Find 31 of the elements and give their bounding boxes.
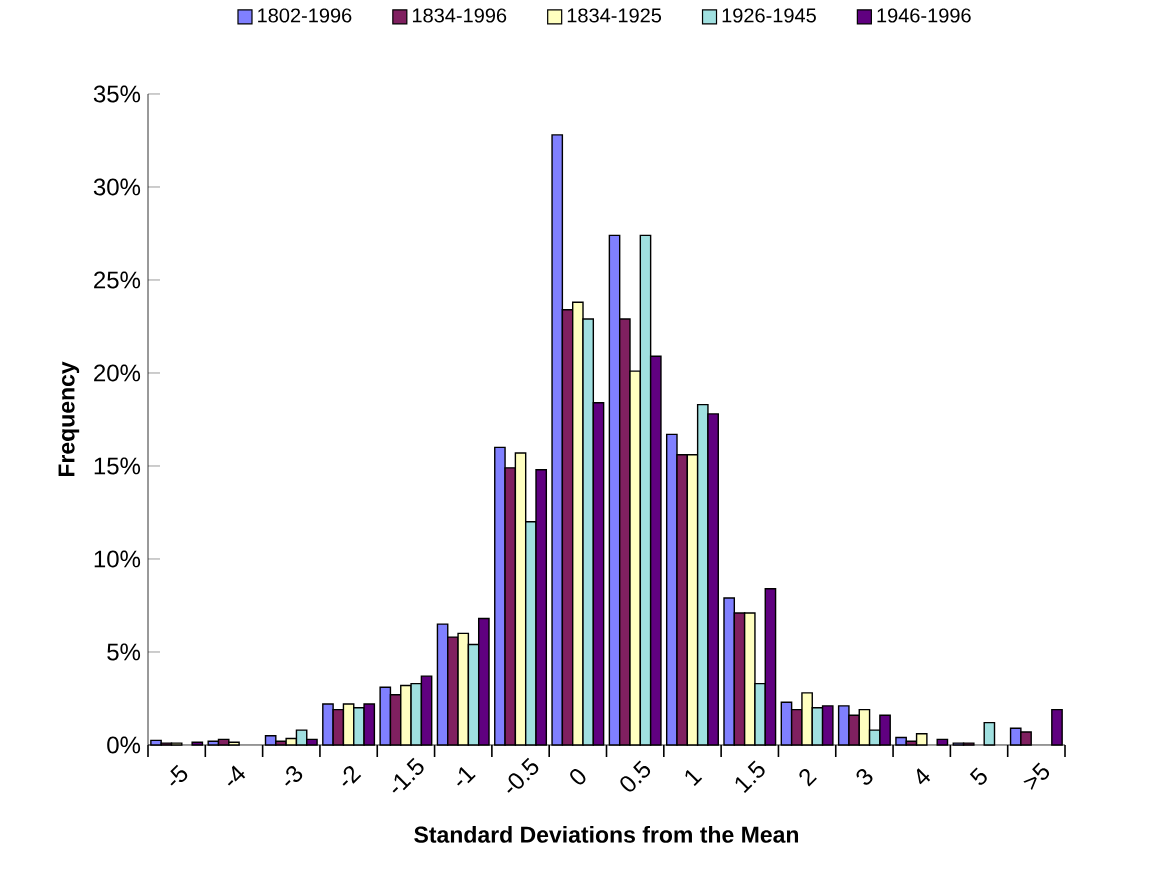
x-tick-label: >5 — [1023, 762, 1050, 791]
x-tick-label: 4 — [916, 768, 931, 785]
x-tick-label: 2 — [799, 768, 817, 787]
y-tick-label: 20% — [94, 364, 141, 382]
legend-label: 1926-1945 — [722, 8, 816, 23]
x-tick-label: 1 — [685, 769, 703, 787]
y-tick-label: 5% — [107, 643, 141, 661]
x-tick-label: 3 — [856, 768, 873, 785]
x-tick-label: -2 — [342, 766, 362, 786]
x-tick-label: 0.5 — [620, 760, 651, 792]
x-tick-label: -3 — [285, 766, 303, 786]
x-tick-label: -5 — [170, 764, 188, 786]
y-tick-label: 15% — [94, 457, 141, 475]
y-tick-label: 30% — [93, 178, 141, 196]
legend-label: 1946-1996 — [877, 8, 971, 23]
x-tick-label: 1.5 — [735, 760, 765, 794]
legend-label: 1834-1996 — [412, 8, 507, 23]
x-tick-label: -4 — [227, 765, 246, 786]
y-tick-label: 0% — [107, 736, 141, 754]
x-tick-label: 5 — [969, 767, 987, 785]
x-tick-label: -1.5 — [392, 757, 424, 793]
x-axis-title: Standard Deviations from the Mean — [414, 825, 799, 843]
y-tick-label: 35% — [93, 85, 141, 103]
x-tick-label: 0 — [570, 769, 586, 785]
y-tick-label: 10% — [94, 550, 141, 568]
x-tick-label: -0.5 — [507, 757, 539, 793]
x-tick-label: -1 — [457, 767, 476, 786]
y-tick-label: 25% — [94, 271, 141, 289]
y-axis-title: Frequency — [58, 361, 80, 477]
legend-label: 1834-1925 — [567, 8, 662, 23]
legend-label: 1802-1996 — [258, 8, 352, 23]
